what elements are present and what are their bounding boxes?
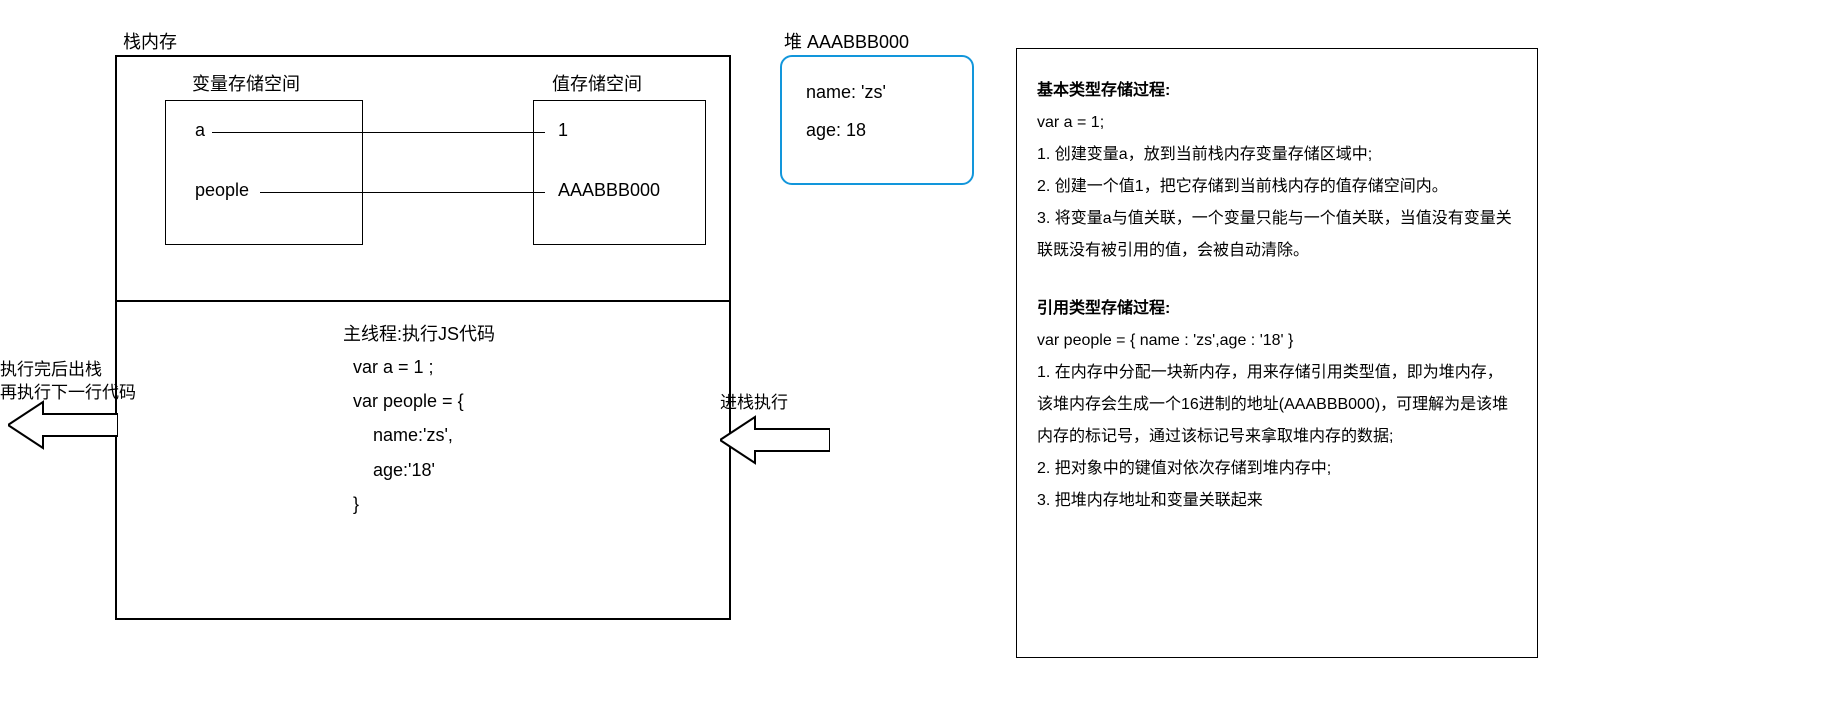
explain-panel: 基本类型存储过程: var a = 1; 1. 创建变量a，放到当前栈内存变量存… (1016, 48, 1538, 658)
link-line-2 (260, 192, 545, 193)
var-a: a (195, 120, 205, 141)
var-people: people (195, 180, 249, 201)
val-space-title: 值存储空间 (552, 70, 642, 96)
thread-code: var a = 1 ; var people = { name:'zs', ag… (353, 350, 464, 521)
heap-age: age: 18 (806, 120, 866, 141)
thread-title: 主线程:执行JS代码 (343, 320, 495, 346)
diagram-container: 栈内存 变量存储空间 a people 值存储空间 1 AAABBB000 主线… (0, 0, 1842, 719)
section2-item2: 2. 把对象中的键值对依次存储到堆内存中; (1037, 453, 1517, 485)
section2-item1: 1. 在内存中分配一块新内存，用来存储引用类型值，即为堆内存，该堆内存会生成一个… (1037, 357, 1517, 453)
link-line-1 (212, 132, 545, 133)
section2-code: var people = { name : 'zs',age : '18' } (1037, 325, 1517, 357)
section2-item3: 3. 把堆内存地址和变量关联起来 (1037, 485, 1517, 517)
right-arrow-label: 进栈执行 (720, 388, 788, 413)
section1-code: var a = 1; (1037, 107, 1517, 139)
section1-item2: 2. 创建一个值1，把它存储到当前栈内存的值存储空间内。 (1037, 171, 1517, 203)
var-space-title: 变量存储空间 (192, 70, 300, 96)
val-1: 1 (558, 120, 568, 141)
left-arrow-icon (8, 400, 118, 450)
right-arrow-icon (720, 415, 830, 465)
section1-item1: 1. 创建变量a，放到当前栈内存变量存储区域中; (1037, 139, 1517, 171)
section2-title: 引用类型存储过程: (1037, 293, 1517, 325)
section1-item3: 3. 将变量a与值关联，一个变量只能与一个值关联，当值没有变量关联既没有被引用的… (1037, 203, 1517, 267)
left-arrow-label1: 执行完后出栈 (0, 355, 102, 380)
heap-name: name: 'zs' (806, 82, 886, 103)
section1-title: 基本类型存储过程: (1037, 75, 1517, 107)
stack-title: 栈内存 (123, 28, 177, 54)
val-addr: AAABBB000 (558, 180, 660, 201)
stack-divider (117, 300, 729, 302)
heap-title: 堆 AAABBB000 (784, 28, 909, 54)
